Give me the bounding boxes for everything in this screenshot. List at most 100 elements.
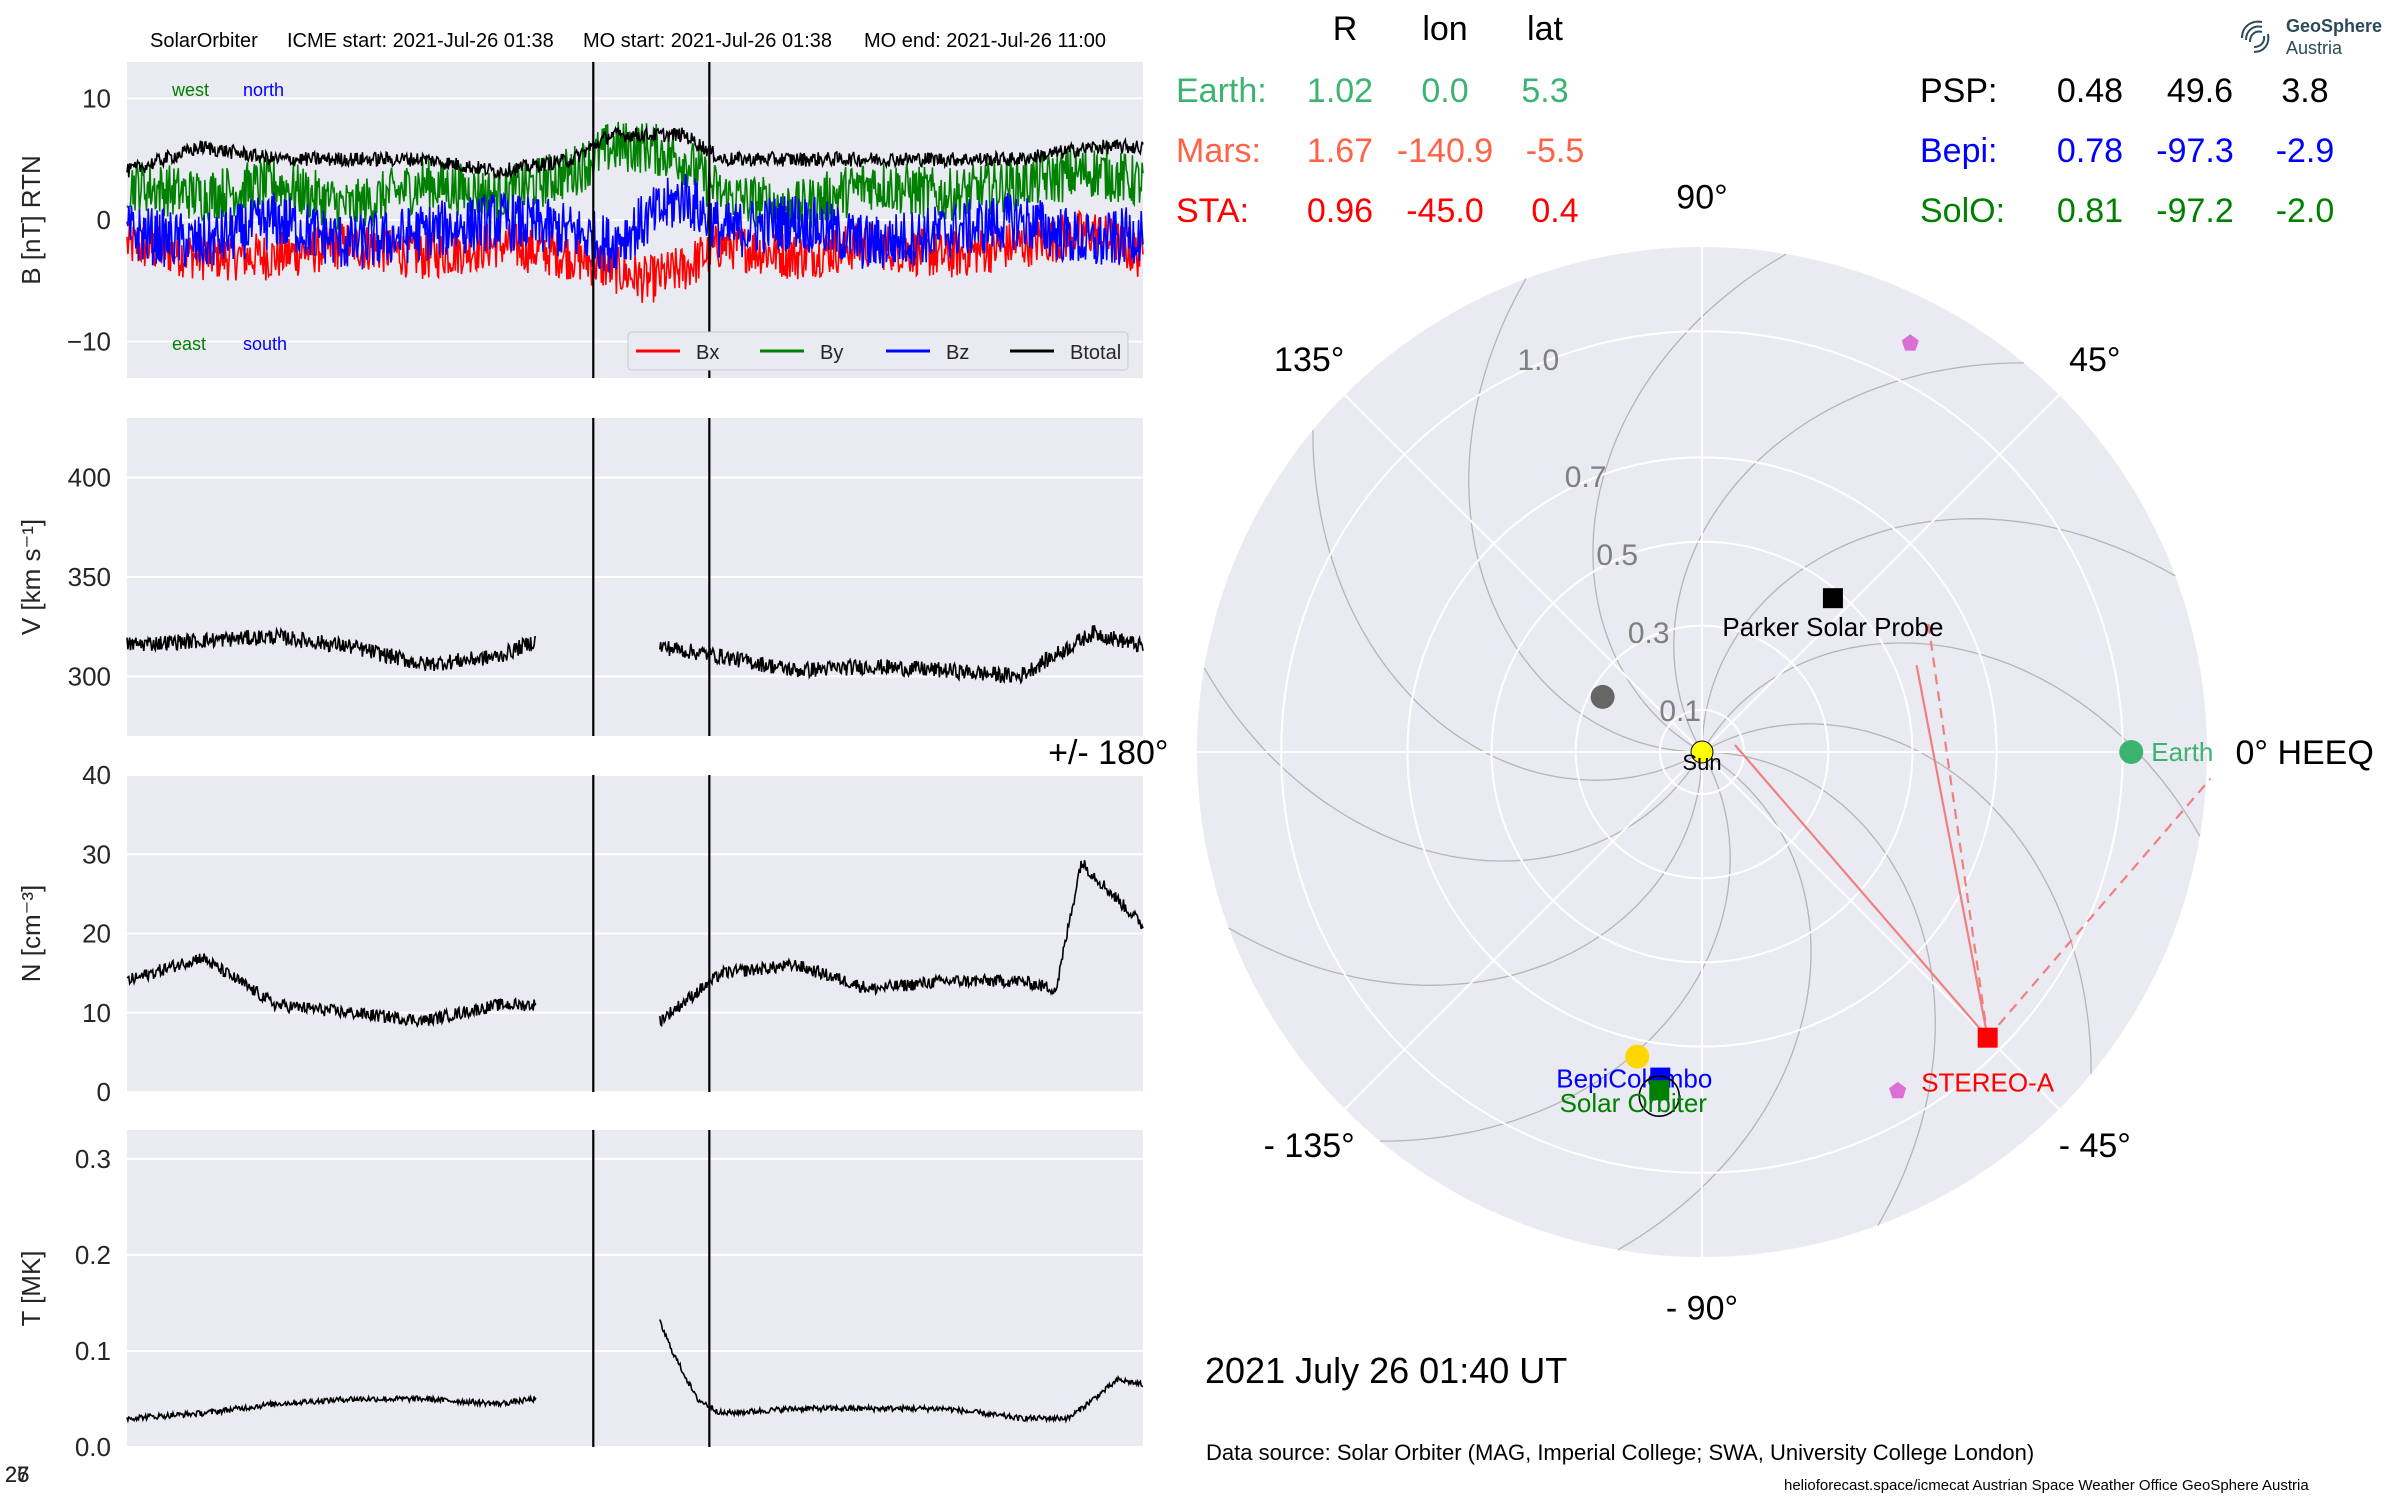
sta-position-lat: 0.4: [1531, 192, 1579, 230]
series-density: [126, 953, 537, 1029]
y-tick-label: −10: [67, 327, 111, 357]
y-tick-label: 30: [82, 839, 111, 869]
angular-gridline: [1344, 751, 1703, 1110]
series-bz: [126, 173, 1144, 273]
radial-tick-label: 0.3: [1628, 617, 1670, 650]
series-by: [126, 121, 1144, 232]
fov-line: [1734, 744, 1989, 1039]
mo-end-label: MO end: 2021-Jul-26 11:00: [864, 30, 1107, 52]
logo-line2: Austria: [2286, 38, 2343, 58]
solo-position-r: 0.81: [2056, 192, 2124, 230]
parker-solar-probe-label: Parker Solar Probe: [1722, 612, 1943, 642]
unlabeled-marker: [1901, 334, 1919, 351]
series-btotal: [126, 125, 1144, 181]
solar-orbiter-label: Solar Orbiter: [1560, 1088, 1708, 1118]
unlabeled-marker: [1625, 1044, 1650, 1069]
solar-orbiter-ring: [1638, 1075, 1681, 1117]
geosphere-logo-mark: [2241, 20, 2270, 53]
series-temperature: [659, 1319, 1144, 1424]
data-source: Data source: Solar Orbiter (MAG, Imperia…: [1206, 1440, 2035, 1465]
angle-label: 135°: [1274, 341, 1344, 379]
y-tick-label: 0: [97, 205, 111, 235]
legend-label: Btotal: [1070, 342, 1121, 364]
y-tick-label: 10: [82, 998, 111, 1028]
bepi-position-lat: -2.9: [2275, 132, 2335, 170]
x-tick-label: Jul 26: [0, 1462, 29, 1487]
bepi-position-lon: -97.3: [2156, 132, 2234, 170]
solo-position-name: SolO:: [1920, 192, 2006, 230]
column-header-lat: lat: [1527, 10, 1563, 48]
parker-spiral-line: [1709, 723, 2092, 1074]
polar-plot: 0.1 0.3 0.5 0.7 1.0 0° HEEQ 45° 90° 135° +/- 180°…: [1048, 179, 2374, 1328]
earth-marker: [2119, 740, 2144, 764]
solo-position-lat: -2.0: [2275, 192, 2335, 230]
solo-position-lon: -97.2: [2156, 192, 2234, 230]
legend-label: By: [820, 342, 843, 364]
y-axis-label: V [km s⁻¹]: [16, 519, 46, 635]
earth-position-lat: 5.3: [1521, 72, 1569, 110]
legend-frame: [627, 331, 1129, 371]
psp-position-name: PSP:: [1920, 72, 1998, 110]
parker-spiral-line: [1312, 430, 1695, 781]
angle-label: +/- 180°: [1048, 734, 1168, 772]
y-tick-label: 400: [68, 463, 111, 493]
column-header-r: R: [1332, 10, 1358, 48]
stereo-a-marker: [1977, 1027, 1998, 1048]
psp-position-lat: 3.8: [2281, 72, 2329, 110]
unlabeled-marker: [1590, 684, 1615, 709]
annotation-north: north: [243, 80, 284, 100]
panel-magnetic-field: −10 0 10 B [nT] RTN west north east south Bx By Bz…: [0, 62, 1144, 378]
y-axis-label: B [nT] RTN: [16, 155, 46, 285]
sta-position-lon: -45.0: [1406, 192, 1484, 230]
x-tick-label: Jul 25: [0, 1462, 29, 1487]
icme-start-label: ICME start: 2021-Jul-26 01:38: [287, 30, 554, 52]
angle-label: - 45°: [2059, 1127, 2131, 1165]
geosphere-logo: GeoSphere Austria: [2236, 14, 2396, 64]
parker-spiral-line: [1228, 760, 1703, 986]
angle-label: 90°: [1676, 179, 1727, 217]
y-tick-label: 0: [97, 1077, 111, 1107]
parker-solar-probe-marker: [1822, 588, 1843, 609]
psp-position-lon: 49.6: [2166, 72, 2234, 110]
angular-gridline: [1701, 394, 2060, 753]
radial-tick-label: 0.1: [1659, 695, 1701, 728]
mars-position-name: Mars:: [1176, 132, 1261, 170]
series-temperature: [126, 1394, 537, 1424]
angle-label: - 90°: [1666, 1290, 1738, 1328]
y-tick-label: 0.3: [75, 1144, 111, 1174]
y-tick-label: 0.2: [75, 1240, 111, 1270]
sun-marker: [1690, 740, 1714, 764]
radial-tick-label: 1.0: [1517, 344, 1559, 377]
series-speed: [126, 626, 537, 672]
mars-position-r: 1.67: [1306, 132, 1374, 170]
bepi-position-r: 0.78: [2056, 132, 2124, 170]
angle-label: 45°: [2069, 341, 2120, 379]
unlabeled-marker: [1889, 1081, 1907, 1099]
psp-position-r: 0.48: [2056, 72, 2124, 110]
series-speed: [659, 625, 1144, 685]
y-tick-label: 10: [82, 83, 111, 113]
y-tick-label: 0.0: [75, 1432, 111, 1462]
radial-tick-label: 0.7: [1565, 461, 1607, 494]
parker-spiral-line: [1468, 278, 1694, 753]
annotation-south: south: [243, 334, 287, 354]
panel-temperature: 0.0 0.1 0.2 0.3 T [MK] Jul 25Jul 26Jul 27: [0, 1130, 1144, 1487]
series-density: [659, 860, 1144, 1028]
parker-spiral-line: [1617, 755, 1812, 1251]
legend-label: Bx: [696, 342, 719, 364]
bepi-position-name: Bepi:: [1920, 132, 1998, 170]
earth-position-name: Earth:: [1176, 72, 1267, 110]
sun-label: Sun: [1682, 750, 1721, 775]
annotation-east: east: [172, 334, 206, 354]
x-tick-label: Jul 27: [0, 1462, 29, 1487]
legend-label: Bz: [946, 342, 969, 364]
credits: helioforecast.space/icmecat Austrian Spa…: [1784, 1477, 2309, 1494]
solar-orbiter-marker: [1649, 1080, 1670, 1101]
y-axis-label: T [MK]: [16, 1250, 46, 1326]
parker-spiral-line: [1710, 751, 1936, 1226]
mars-position-lat: -5.5: [1525, 132, 1585, 170]
y-tick-label: 40: [82, 760, 111, 790]
spacecraft-label: SolarOrbiter: [150, 30, 258, 52]
column-header-lon: lon: [1422, 10, 1468, 48]
